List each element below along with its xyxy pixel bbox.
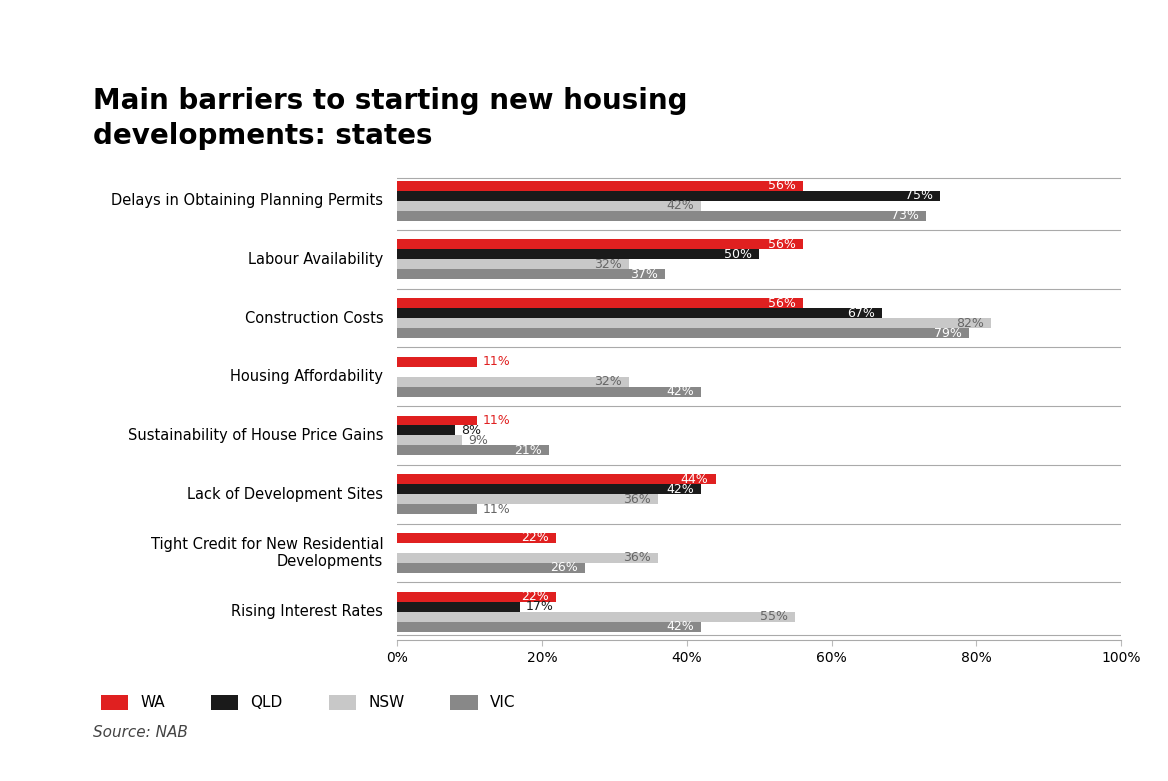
Bar <box>397 269 665 280</box>
Text: 37%: 37% <box>630 268 658 281</box>
Text: 9%: 9% <box>468 434 488 447</box>
Text: 42%: 42% <box>666 385 694 398</box>
Text: 26%: 26% <box>550 562 578 574</box>
Bar <box>397 298 802 308</box>
Bar <box>397 387 701 397</box>
Text: 56%: 56% <box>767 179 795 192</box>
Text: 36%: 36% <box>623 551 651 565</box>
Bar <box>397 415 477 426</box>
Text: 22%: 22% <box>521 590 549 603</box>
Text: 44%: 44% <box>681 473 709 486</box>
Bar <box>397 357 477 367</box>
Text: 82%: 82% <box>955 316 983 330</box>
Bar <box>397 328 969 338</box>
Bar <box>397 484 701 494</box>
Bar <box>397 308 882 318</box>
Bar <box>397 318 990 328</box>
Text: 42%: 42% <box>666 483 694 496</box>
Bar <box>397 505 477 514</box>
Text: Main barriers to starting new housing
developments: states: Main barriers to starting new housing de… <box>93 87 688 150</box>
Text: 42%: 42% <box>666 620 694 633</box>
Bar <box>397 601 520 612</box>
Text: 32%: 32% <box>593 258 621 271</box>
Bar <box>397 436 463 445</box>
Bar <box>397 533 556 543</box>
Text: 79%: 79% <box>934 326 962 340</box>
Bar <box>397 191 940 201</box>
Bar <box>397 239 802 249</box>
Bar <box>397 180 802 191</box>
Text: 11%: 11% <box>482 503 510 515</box>
Text: 75%: 75% <box>905 189 933 202</box>
Text: 36%: 36% <box>623 493 651 505</box>
Text: 22%: 22% <box>521 531 549 544</box>
Bar <box>397 612 795 622</box>
Bar <box>397 445 549 455</box>
Bar <box>397 474 716 484</box>
Text: 55%: 55% <box>760 610 788 623</box>
Bar <box>397 563 585 573</box>
Bar <box>397 622 701 632</box>
Text: 8%: 8% <box>461 424 481 437</box>
Text: 32%: 32% <box>593 375 621 388</box>
Bar <box>397 376 628 387</box>
Bar <box>397 259 628 269</box>
Bar <box>397 494 658 505</box>
Bar <box>397 201 701 211</box>
Bar <box>397 553 658 563</box>
Text: 67%: 67% <box>847 307 875 319</box>
Text: 56%: 56% <box>767 297 795 309</box>
Text: 50%: 50% <box>724 248 752 261</box>
Text: 11%: 11% <box>482 414 510 427</box>
Text: 17%: 17% <box>526 600 554 613</box>
Text: Source: NAB: Source: NAB <box>93 725 188 740</box>
Bar <box>397 211 926 220</box>
Text: 56%: 56% <box>767 238 795 251</box>
Text: 11%: 11% <box>482 355 510 369</box>
Text: 73%: 73% <box>891 209 918 222</box>
Bar <box>397 426 456 436</box>
Bar <box>397 249 759 259</box>
Text: 42%: 42% <box>666 199 694 212</box>
Text: 21%: 21% <box>514 444 542 457</box>
Bar <box>397 592 556 601</box>
Legend: WA, QLD, NSW, VIC: WA, QLD, NSW, VIC <box>100 695 515 711</box>
